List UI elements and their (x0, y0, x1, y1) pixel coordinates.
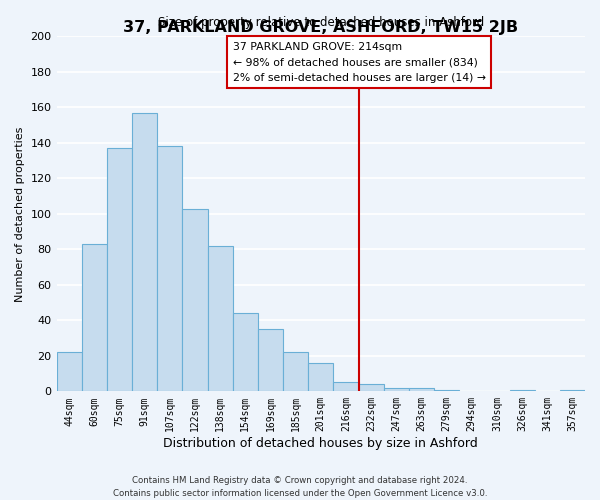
Bar (82, 244, 107, 392)
Text: Size of property relative to detached houses in Ashford: Size of property relative to detached ho… (158, 16, 484, 28)
X-axis label: Distribution of detached houses by size in Ashford: Distribution of detached houses by size … (163, 437, 478, 450)
Bar (107, 148, 132, 392)
Title: 37, PARKLAND GROVE, ASHFORD, TW15 2JB: 37, PARKLAND GROVE, ASHFORD, TW15 2JB (123, 20, 518, 36)
Bar (308, 363, 334, 392)
Bar (56, 352, 82, 392)
Bar (258, 329, 283, 392)
Bar (359, 384, 383, 392)
Bar (334, 382, 359, 392)
Bar (208, 246, 233, 392)
Bar (182, 208, 208, 392)
Text: 37 PARKLAND GROVE: 214sqm
← 98% of detached houses are smaller (834)
2% of semi-: 37 PARKLAND GROVE: 214sqm ← 98% of detac… (233, 42, 485, 83)
Bar (509, 390, 535, 392)
Bar (383, 388, 409, 392)
Bar (132, 113, 157, 392)
Bar (283, 352, 308, 392)
Y-axis label: Number of detached properties: Number of detached properties (15, 126, 25, 302)
Bar (434, 390, 459, 392)
Text: Contains HM Land Registry data © Crown copyright and database right 2024.
Contai: Contains HM Land Registry data © Crown c… (113, 476, 487, 498)
Bar (233, 314, 258, 392)
Bar (560, 390, 585, 392)
Bar (157, 146, 182, 392)
Bar (409, 388, 434, 392)
